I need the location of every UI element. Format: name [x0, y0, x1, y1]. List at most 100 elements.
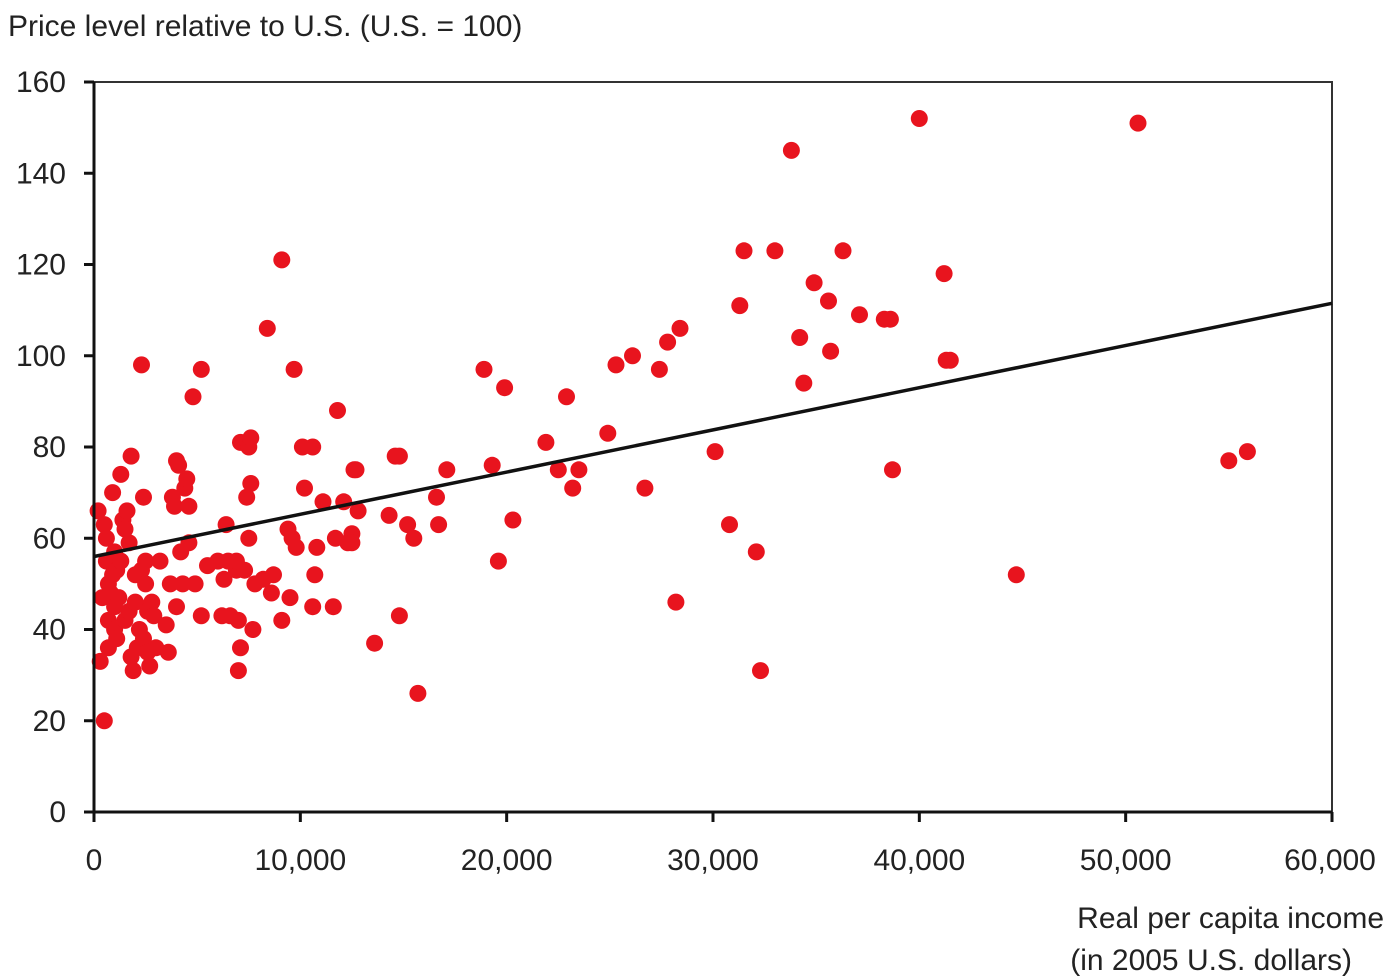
data-point [192, 607, 210, 625]
data-point [599, 424, 617, 442]
data-point [475, 360, 493, 378]
data-point [884, 461, 901, 479]
y-tick-label: 120 [16, 249, 66, 282]
data-point [834, 242, 852, 260]
data-point [143, 593, 161, 611]
data-point [159, 643, 177, 661]
data-point [184, 388, 202, 406]
data-point [483, 456, 501, 474]
data-point [805, 274, 823, 292]
data-point [104, 484, 122, 502]
data-point [549, 461, 567, 479]
data-point [137, 575, 155, 593]
y-tick-label: 100 [16, 340, 66, 373]
data-point [151, 552, 169, 570]
y-tick-label: 40 [33, 614, 66, 647]
data-point [636, 479, 654, 497]
data-point [706, 443, 724, 461]
data-point [229, 611, 247, 629]
data-point [752, 662, 769, 680]
data-point [135, 488, 152, 506]
trend-line [93, 301, 1333, 559]
data-point [118, 502, 136, 520]
y-tick-label: 160 [16, 66, 66, 99]
data-point [624, 347, 641, 365]
y-tick-label: 140 [16, 157, 66, 190]
data-point [1007, 566, 1025, 584]
data-point [671, 319, 689, 337]
data-point [428, 488, 445, 506]
data-point [910, 110, 928, 127]
data-point [265, 566, 282, 584]
data-point [240, 529, 258, 547]
data-point [112, 465, 130, 483]
data-point [135, 630, 152, 648]
data-point [304, 598, 322, 616]
data-point [1129, 114, 1147, 132]
data-point [186, 575, 204, 593]
data-point [822, 342, 840, 360]
data-point [405, 529, 423, 547]
data-point [287, 538, 305, 556]
data-point [795, 374, 813, 392]
y-tick-label: 0 [49, 796, 66, 829]
data-point [95, 516, 113, 534]
data-point [489, 552, 507, 570]
x-tick-label: 30,000 [667, 844, 759, 877]
data-point [349, 502, 367, 520]
data-point [329, 402, 346, 419]
data-point [1238, 443, 1256, 461]
data-point [112, 552, 130, 570]
data-point [607, 356, 625, 374]
data-point [116, 520, 134, 538]
data-point [258, 319, 276, 337]
data-point [380, 506, 398, 524]
data-point [133, 356, 150, 374]
x-axis-title-line-1: Real per capita income [1077, 902, 1384, 935]
data-point [229, 662, 247, 680]
y-tick-label: 60 [33, 522, 66, 555]
data-point [97, 529, 115, 547]
data-point [347, 461, 365, 479]
data-point [747, 543, 765, 561]
data-point [366, 634, 384, 652]
data-point [161, 575, 179, 593]
data-point [306, 566, 324, 584]
data-point [166, 497, 183, 515]
data-point [399, 516, 417, 534]
x-tick-label: 40,000 [873, 844, 965, 877]
x-tick-label: 50,000 [1080, 844, 1172, 877]
x-tick-label: 20,000 [461, 844, 553, 877]
data-point [650, 360, 668, 378]
y-tick-label: 80 [33, 431, 66, 464]
data-point [343, 534, 361, 552]
data-point [558, 388, 575, 406]
data-point [215, 570, 233, 588]
data-point [95, 712, 113, 730]
data-point [281, 589, 299, 607]
data-point [390, 447, 408, 465]
data-point [390, 607, 408, 625]
data-point [157, 616, 175, 634]
x-tick-label: 10,000 [254, 844, 346, 877]
data-point [496, 379, 514, 397]
data-point [438, 461, 456, 479]
data-point [782, 141, 800, 159]
y-tick-label: 20 [33, 705, 66, 738]
plot-area [89, 81, 1333, 814]
data-point [232, 639, 249, 657]
data-point [430, 516, 448, 534]
data-point [324, 598, 342, 616]
data-point [504, 511, 522, 529]
x-tick-label: 60,000 [1284, 844, 1376, 877]
data-point [124, 662, 142, 680]
data-point [178, 470, 196, 488]
data-point [236, 561, 254, 579]
data-point [881, 310, 899, 328]
x-axis-title-line-2: (in 2005 U.S. dollars) [1070, 944, 1352, 977]
data-point [296, 479, 313, 497]
data-point [537, 433, 555, 451]
data-point [285, 360, 303, 378]
data-point [122, 447, 140, 465]
